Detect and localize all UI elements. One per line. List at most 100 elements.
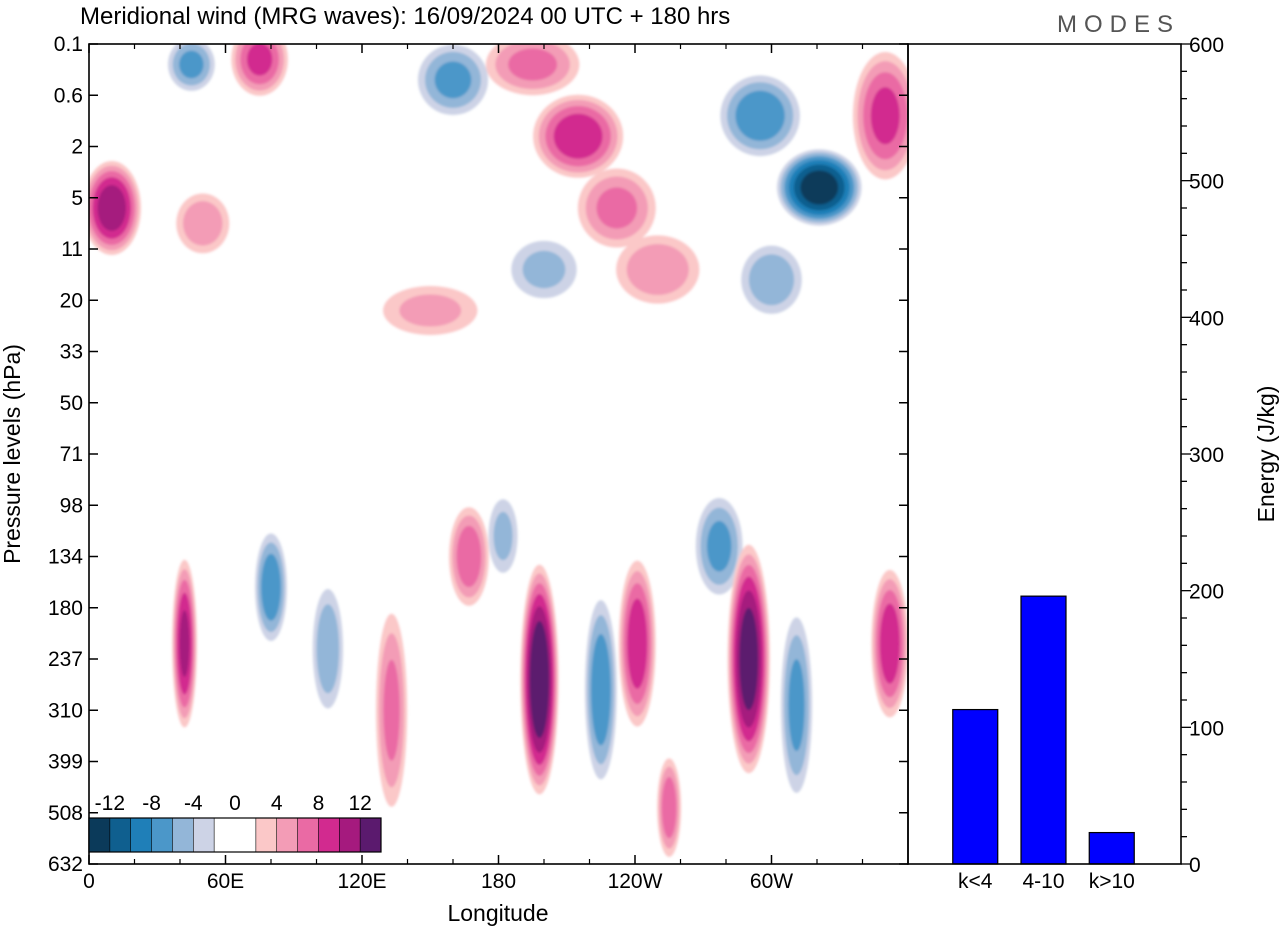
heatmap-y-tick-label: 71 — [60, 443, 83, 466]
wind-contour-level — [800, 170, 839, 205]
positive-wind-cell — [727, 544, 770, 774]
heatmap-x-tick-label: 60W — [750, 870, 793, 893]
wind-contour-level — [456, 525, 482, 588]
negative-wind-cell — [695, 497, 743, 595]
energy-y-tick-label: 600 — [1189, 34, 1224, 57]
colorbar-swatch — [318, 818, 340, 852]
positive-wind-cell — [520, 564, 559, 795]
colorbar-swatch — [89, 818, 111, 852]
energy-y-tick-label: 500 — [1189, 171, 1224, 194]
wind-contour-level — [788, 659, 805, 751]
colorbar-tick-label: 12 — [348, 792, 371, 815]
heatmap-y-tick-label: 180 — [48, 597, 83, 620]
colorbar-tick-label: 0 — [229, 792, 241, 815]
colorbar-tick-label: 4 — [271, 792, 283, 815]
colorbar-tick-label: -4 — [184, 792, 203, 815]
positive-wind-cell — [89, 161, 141, 255]
positive-wind-cell — [618, 560, 656, 727]
positive-wind-cell — [375, 613, 408, 807]
negative-wind-cell — [720, 75, 800, 157]
heatmap-y-tick-label: 33 — [60, 341, 83, 364]
heatmap-y-axis-label: Pressure levels (hPa) — [0, 344, 25, 564]
colorbar-swatch — [130, 818, 152, 852]
wind-contour-level — [661, 777, 677, 839]
positive-wind-cell — [231, 44, 288, 96]
energy-panel: 0 100 200 300 400 500 600 k<4 4-10 k>10 Energy (… — [907, 34, 1279, 893]
wind-contour-level — [596, 187, 638, 229]
heatmap-y-tick-label: 11 — [61, 238, 83, 261]
heatmap-y-tick-label: 2 — [71, 136, 83, 159]
heatmap-x-tick-label: 0 — [83, 870, 95, 893]
wind-contour-level — [626, 244, 689, 295]
energy-y-axis: 0 100 200 300 400 500 600 — [1181, 34, 1224, 877]
wind-contour-level — [591, 634, 611, 746]
heatmap-x-tick-label: 120W — [608, 870, 663, 893]
wind-contour-level — [870, 87, 900, 145]
negative-wind-cell — [417, 44, 489, 115]
energy-bars — [952, 595, 1135, 865]
heatmap-y-tick-label: 5 — [71, 187, 83, 210]
negative-wind-cell — [312, 589, 344, 709]
wind-contour-level — [553, 113, 603, 159]
energy-y-tick-label: 0 — [1189, 854, 1201, 877]
energy-y-axis-label: Energy (J/kg) — [1253, 386, 1279, 523]
wind-contour-level — [493, 511, 513, 561]
negative-wind-cell — [488, 499, 518, 573]
negative-wind-cell — [511, 240, 577, 299]
colorbar-swatch — [109, 818, 132, 852]
heatmap-y-tick-label: 0.1 — [54, 33, 83, 56]
heatmap-y-tick-label: 98 — [60, 494, 83, 517]
wind-contour-level — [434, 61, 472, 99]
wind-contour-level — [706, 521, 732, 572]
colorbar-tick-label: -12 — [95, 792, 125, 815]
heatmap-y-tick-label: 237 — [48, 648, 83, 671]
energy-y-tick-label: 100 — [1189, 717, 1224, 740]
wind-contour-level — [399, 294, 462, 327]
colorbar-frame — [88, 817, 382, 853]
wind-contour-level — [627, 598, 648, 689]
heatmap-x-tick-label: 180 — [481, 870, 516, 893]
energy-x-tick-label: k<4 — [958, 870, 993, 893]
positive-wind-cell — [616, 235, 700, 304]
colorbar-swatch — [360, 818, 382, 852]
wind-contour-level — [529, 621, 550, 738]
wind-contour-level — [522, 250, 566, 289]
heatmap-y-tick-label: 310 — [48, 699, 83, 722]
negative-wind-cell — [255, 533, 287, 642]
heatmap-y-tick-label: 20 — [60, 289, 83, 312]
brand-logo-text: MODES — [1057, 11, 1180, 38]
heatmap-x-tick-label: 120E — [337, 870, 386, 893]
heatmap-x-axis-label: Longitude — [447, 900, 548, 926]
heatmap-y-tick-label: 134 — [48, 546, 83, 569]
wind-contour-level — [261, 553, 281, 621]
heatmap-panel: 0.1 0.6 2 5 11 20 33 50 71 98 134 180 237 310 399 508 63… — [0, 33, 909, 926]
colorbar-swatch — [193, 818, 215, 852]
energy-bar — [1020, 595, 1067, 865]
positive-wind-cell — [383, 285, 478, 336]
heatmap-y-axis: 0.1 0.6 2 5 11 20 33 50 71 98 134 180 237 310 399 508 63… — [48, 33, 908, 876]
heatmap-y-tick-label: 50 — [60, 392, 83, 415]
colorbar-swatch — [151, 818, 173, 852]
heatmap-contours — [89, 44, 908, 857]
heatmap-background — [89, 44, 908, 864]
colorbar-swatch — [235, 818, 257, 852]
negative-wind-cell — [741, 245, 802, 314]
wind-contour-level — [179, 50, 204, 79]
heatmap-x-axis: 0 60E 120E 180 120W 60W — [83, 44, 864, 893]
wind-contour-level — [97, 185, 126, 231]
wind-contour-level — [316, 604, 340, 694]
positive-wind-cell — [577, 168, 656, 248]
energy-bar — [952, 708, 999, 865]
positive-wind-cell — [533, 94, 624, 178]
colorbar-tick-label: -8 — [142, 792, 161, 815]
colorbar-swatch — [172, 818, 194, 852]
wind-contour-level — [748, 254, 795, 306]
colorbar-tick-label: 8 — [313, 792, 325, 815]
heatmap-y-tick-label: 632 — [48, 853, 83, 876]
energy-x-axis: k<4 4-10 k>10 — [958, 870, 1135, 893]
wind-contour-level — [879, 603, 900, 684]
positive-wind-cell — [172, 559, 197, 728]
energy-y-tick-label: 300 — [1189, 444, 1224, 467]
positive-wind-cell — [176, 193, 230, 254]
